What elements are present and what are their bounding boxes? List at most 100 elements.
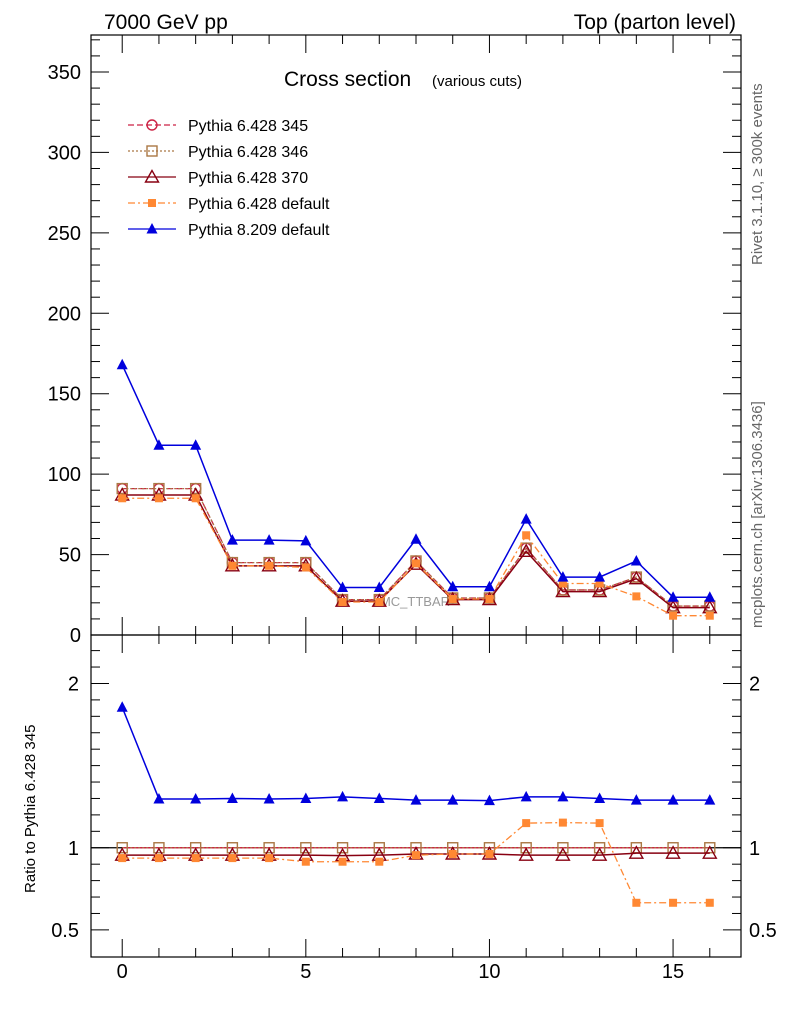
legend-entry-4: Pythia 8.209 default bbox=[128, 222, 330, 239]
main-point-4-7 bbox=[373, 581, 385, 593]
main-tick-labels: 0 50 100 150 200 250 300 350 bbox=[48, 62, 81, 647]
main-point-3-12 bbox=[558, 579, 567, 588]
main-point-4-8 bbox=[410, 533, 422, 544]
main-point-4-9 bbox=[447, 580, 459, 592]
main-point-4-6 bbox=[337, 581, 349, 593]
header-right: Top (parton level) bbox=[574, 11, 736, 34]
main-point-3-11 bbox=[522, 531, 531, 540]
main-series-line-1 bbox=[122, 487, 710, 607]
main-ytick-label-7: 350 bbox=[48, 62, 81, 84]
ratio-point-3-14 bbox=[632, 898, 641, 907]
ratio-point-4-3 bbox=[226, 792, 238, 803]
legend-marker-2 bbox=[144, 169, 160, 183]
main-point-3-7 bbox=[375, 598, 384, 607]
ratio-point-3-1 bbox=[154, 854, 163, 863]
main-ytick-label-2: 100 bbox=[48, 464, 81, 486]
ratio-y-axis-label: Ratio to Pythia 6.428 345 bbox=[22, 725, 39, 893]
ratio-point-3-12 bbox=[558, 818, 567, 827]
main-point-3-0 bbox=[118, 494, 127, 503]
analysis-watermark: MC_TTBAR bbox=[380, 594, 450, 609]
ratio-xtick-label-3: 15 bbox=[662, 961, 684, 983]
main-point-2-12 bbox=[555, 583, 571, 598]
ratio-ytick-label-right-2: 2 bbox=[749, 673, 760, 695]
main-point-3-6 bbox=[338, 598, 347, 607]
chart-title: Cross section bbox=[284, 68, 411, 91]
main-point-3-8 bbox=[412, 559, 420, 568]
rivet-version-text: Rivet 3.1.10, ≥ 300k events bbox=[749, 83, 766, 265]
main-point-2-13 bbox=[591, 583, 608, 598]
main-ytick-label-1: 50 bbox=[59, 545, 81, 567]
ratio-point-4-7 bbox=[373, 792, 385, 803]
ratio-series-line-4 bbox=[121, 707, 710, 802]
main-series-4 bbox=[116, 358, 716, 602]
ratio-point-2-11 bbox=[518, 847, 534, 861]
ratio-point-4-9 bbox=[447, 794, 459, 805]
ratio-panel: 0.5 0.5 1 1 2 2 0 5 10 15 Ratio to Pythia 6.428 3… bbox=[22, 634, 777, 983]
ratio-point-3-5 bbox=[301, 857, 310, 866]
legend-label-3: Pythia 6.428 default bbox=[188, 196, 330, 213]
mcplots-reference-text: mcplots.cern.ch [arXiv:1306.3436] bbox=[749, 401, 766, 628]
main-point-4-0 bbox=[116, 358, 128, 370]
main-point-4-1 bbox=[153, 439, 165, 450]
main-point-3-5 bbox=[301, 563, 310, 572]
ratio-point-1-6 bbox=[336, 842, 349, 854]
main-point-3-13 bbox=[595, 579, 604, 588]
main-point-4-11 bbox=[520, 513, 532, 524]
ratio-tick-labels: 0.5 0.5 1 1 2 2 0 5 10 15 bbox=[51, 673, 777, 983]
main-point-4-4 bbox=[263, 534, 275, 545]
main-series-group bbox=[114, 358, 718, 620]
ratio-point-1-1 bbox=[153, 842, 165, 854]
main-point-1-0 bbox=[116, 482, 128, 495]
main-point-3-2 bbox=[191, 494, 200, 503]
ratio-point-1-12 bbox=[557, 842, 569, 854]
ratio-point-4-15 bbox=[667, 794, 679, 805]
header-left: 7000 GeV pp bbox=[104, 11, 228, 34]
ratio-point-1-2 bbox=[189, 842, 202, 854]
ratio-point-4-14 bbox=[630, 794, 642, 805]
ratio-point-1-7 bbox=[373, 842, 385, 854]
main-ytick-label-0: 0 bbox=[70, 625, 81, 647]
ratio-point-1-5 bbox=[300, 842, 312, 854]
legend-marker-4 bbox=[146, 223, 158, 234]
main-point-4-14 bbox=[630, 555, 642, 566]
ratio-series-4 bbox=[116, 701, 716, 806]
main-point-3-15 bbox=[669, 611, 678, 620]
ratio-point-3-11 bbox=[522, 819, 531, 828]
legend-entry-3: Pythia 6.428 default bbox=[128, 196, 330, 213]
main-point-4-5 bbox=[300, 534, 312, 546]
ratio-point-4-11 bbox=[520, 790, 532, 802]
main-point-4-10 bbox=[483, 580, 495, 592]
ratio-point-1-13 bbox=[593, 842, 606, 854]
ratio-xtick-label-2: 10 bbox=[478, 961, 500, 983]
ratio-point-1-0 bbox=[116, 842, 128, 854]
ratio-point-4-13 bbox=[594, 792, 606, 803]
ratio-point-3-9 bbox=[448, 849, 457, 858]
ratio-point-2-16 bbox=[702, 845, 718, 859]
ratio-point-3-13 bbox=[595, 819, 604, 828]
ratio-point-3-8 bbox=[412, 851, 420, 860]
main-point-3-3 bbox=[228, 561, 237, 570]
main-point-3-16 bbox=[705, 611, 714, 620]
ratio-point-2-13 bbox=[591, 847, 608, 861]
main-ytick-label-4: 200 bbox=[48, 303, 81, 325]
ratio-point-2-15 bbox=[665, 845, 681, 859]
ratio-point-4-12 bbox=[557, 790, 569, 802]
main-point-4-16 bbox=[704, 591, 716, 602]
legend-marker-0 bbox=[146, 119, 158, 131]
main-point-3-4 bbox=[265, 561, 274, 570]
ratio-point-4-6 bbox=[337, 790, 349, 802]
ratio-xtick-label-1: 5 bbox=[300, 961, 311, 983]
main-point-1-1 bbox=[153, 482, 165, 495]
ratio-point-2-12 bbox=[555, 847, 571, 861]
ratio-point-4-16 bbox=[704, 794, 716, 805]
ratio-series-3 bbox=[118, 818, 714, 907]
main-point-4-2 bbox=[190, 439, 202, 450]
ratio-point-3-15 bbox=[669, 898, 678, 907]
main-series-line-0 bbox=[122, 487, 710, 607]
main-point-4-15 bbox=[667, 591, 679, 602]
main-panel: 0 50 100 150 200 250 300 350 MC_TTBAR Cross sec… bbox=[48, 34, 742, 647]
legend-label-1: Pythia 6.428 346 bbox=[188, 144, 308, 161]
main-ytick-label-3: 150 bbox=[48, 384, 81, 406]
ratio-point-2-14 bbox=[628, 845, 645, 859]
